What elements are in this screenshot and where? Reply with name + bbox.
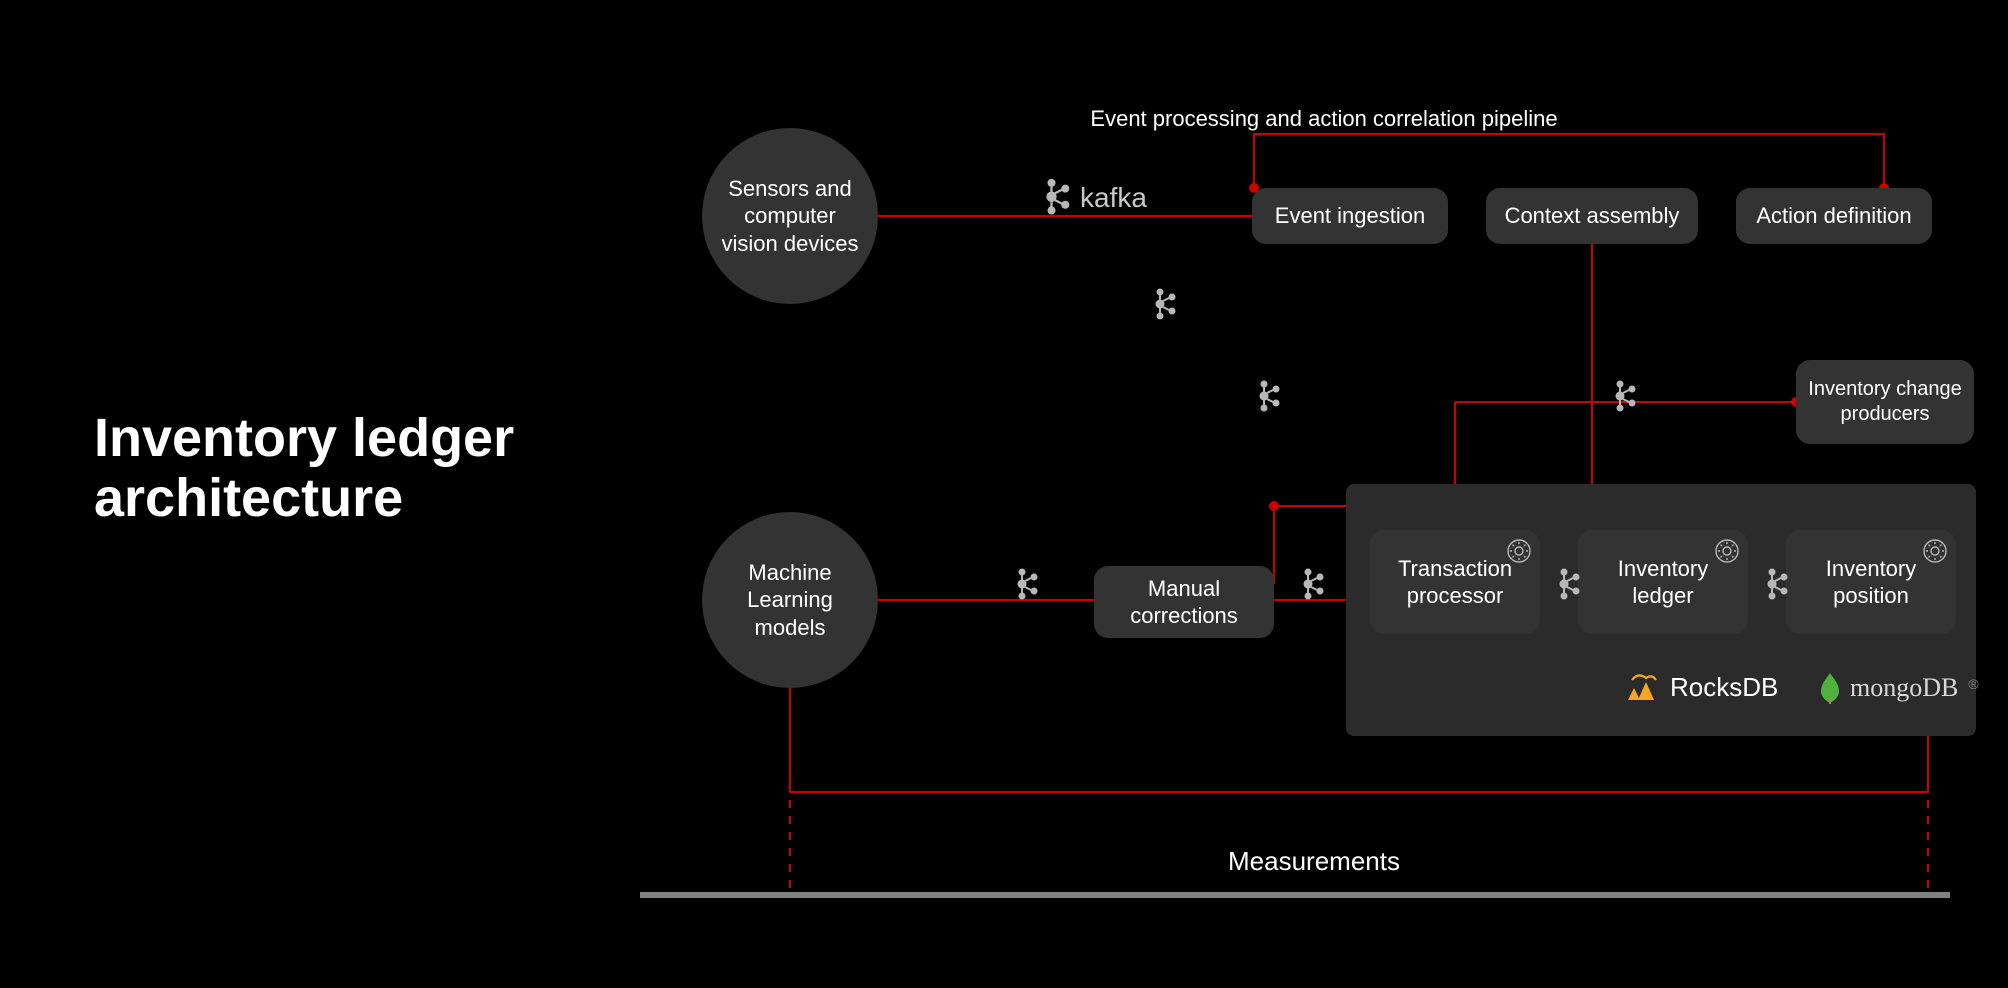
rocksdb-text: RocksDB: [1670, 672, 1778, 703]
node-action-label: Action definition: [1756, 202, 1911, 230]
node-ingestion: Event ingestion: [1252, 188, 1448, 244]
mongodb-icon: [1820, 672, 1840, 704]
rocksdb-brand: RocksDB: [1626, 672, 1778, 703]
api-icon: [1506, 538, 1532, 564]
e-pipeline-bracket: [1254, 134, 1884, 188]
mongodb-reg: ®: [1968, 676, 1978, 692]
node-producers: Inventory change producers: [1796, 360, 1974, 444]
node-context-label: Context assembly: [1505, 202, 1680, 230]
api-icon: [1922, 538, 1948, 564]
node-position: Inventory position: [1786, 530, 1956, 634]
node-txn: Transaction processor: [1370, 530, 1540, 634]
kafka-icon: [1040, 176, 1072, 222]
title-line-2: architecture: [94, 468, 403, 528]
kafka-icon: [1012, 566, 1040, 607]
node-manual: Manual corrections: [1094, 566, 1274, 638]
node-producers-label: Inventory change producers: [1808, 377, 1962, 427]
node-action: Action definition: [1736, 188, 1932, 244]
mongodb-text: mongoDB: [1850, 673, 1958, 703]
node-sensors: Sensors and computer vision devices: [702, 128, 878, 304]
node-ledger: Inventory ledger: [1578, 530, 1748, 634]
kafka-icon: [1610, 378, 1638, 419]
rocksdb-icon: [1626, 674, 1660, 702]
kafka-label: kafka: [1080, 182, 1147, 214]
measurements-baseline: [640, 892, 1950, 898]
mongodb-brand: mongoDB ®: [1820, 672, 1979, 704]
kafka-icon: [1298, 566, 1326, 607]
measurements-label: Measurements: [1228, 846, 1400, 877]
kafka-icon: [1150, 286, 1178, 327]
node-ml: Machine Learning models: [702, 512, 878, 688]
page-title: Inventory ledger architecture: [94, 408, 514, 529]
kafka-icon: [1762, 566, 1790, 607]
node-ml-label: Machine Learning models: [714, 559, 866, 642]
diagram-stage: Inventory ledger architecture Sensors an…: [0, 0, 2008, 988]
node-context: Context assembly: [1486, 188, 1698, 244]
api-icon: [1714, 538, 1740, 564]
node-manual-label: Manual corrections: [1106, 575, 1262, 630]
node-sensors-label: Sensors and computer vision devices: [714, 175, 866, 258]
node-ingestion-label: Event ingestion: [1275, 202, 1425, 230]
pipeline-label: Event processing and action correlation …: [1090, 106, 1557, 132]
title-line-1: Inventory ledger: [94, 408, 514, 468]
kafka-icon: [1554, 566, 1582, 607]
kafka-icon: [1254, 378, 1282, 419]
